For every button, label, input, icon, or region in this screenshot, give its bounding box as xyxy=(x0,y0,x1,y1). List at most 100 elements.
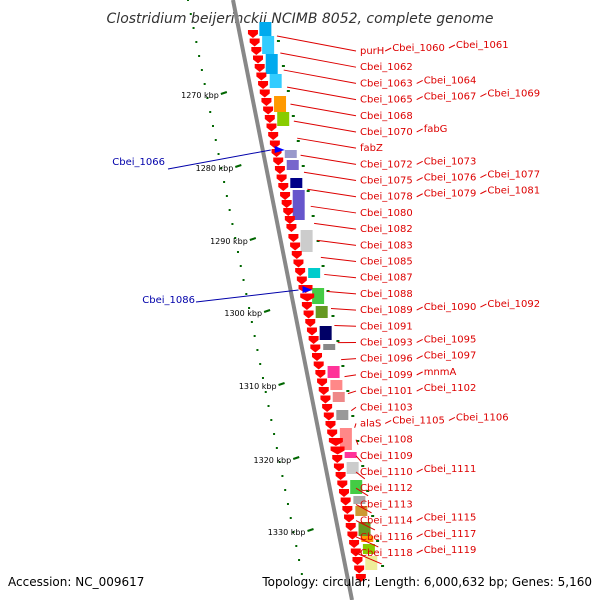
feature-block[interactable] xyxy=(355,506,368,516)
gene-arrow[interactable] xyxy=(344,514,355,523)
feature-block[interactable] xyxy=(312,288,325,304)
feature-block[interactable] xyxy=(277,112,290,126)
feature-block[interactable] xyxy=(262,36,275,54)
gene-label[interactable]: Cbei_1106 xyxy=(456,412,509,423)
gene-arrow[interactable] xyxy=(330,446,345,455)
gene-label[interactable]: Cbei_1101 xyxy=(360,386,413,397)
gene-arrow[interactable] xyxy=(280,192,291,200)
gene-label[interactable]: Cbei_1078 xyxy=(360,192,413,203)
gene-arrow[interactable] xyxy=(301,302,312,310)
gene-arrow[interactable] xyxy=(338,489,349,497)
gene-label[interactable]: Cbei_1095 xyxy=(424,334,477,345)
feature-block[interactable] xyxy=(292,190,305,220)
feature-block[interactable] xyxy=(336,410,349,420)
feature-block[interactable] xyxy=(265,54,278,74)
gene-arrow[interactable] xyxy=(337,480,348,489)
gene-arrow[interactable] xyxy=(332,455,343,463)
gene-arrow[interactable] xyxy=(251,47,262,55)
gene-arrow[interactable] xyxy=(281,200,292,208)
feature-block[interactable] xyxy=(361,536,374,542)
gene-arrow[interactable] xyxy=(256,72,267,81)
gene-arrow[interactable] xyxy=(349,540,360,548)
gene-label[interactable]: Cbei_1076 xyxy=(424,173,477,184)
gene-label[interactable]: Cbei_1112 xyxy=(360,483,413,494)
gene-arrow[interactable] xyxy=(323,412,334,421)
gene-arrow[interactable] xyxy=(345,523,356,531)
gene-arrow[interactable] xyxy=(253,55,264,64)
gene-arrow[interactable] xyxy=(305,319,316,327)
gene-label[interactable]: Cbei_1093 xyxy=(360,337,413,348)
gene-arrow[interactable] xyxy=(333,463,344,472)
gene-label[interactable]: Cbei_1090 xyxy=(424,302,477,313)
gene-label[interactable]: Cbei_1091 xyxy=(360,321,413,332)
gene-arrow[interactable] xyxy=(291,251,302,259)
gene-label[interactable]: Cbei_1118 xyxy=(360,548,413,559)
feature-block[interactable] xyxy=(284,150,297,158)
gene-label[interactable]: Cbei_1115 xyxy=(424,513,477,524)
gene-label[interactable]: Cbei_1065 xyxy=(360,95,413,106)
gene-label[interactable]: Cbei_1092 xyxy=(487,299,540,310)
gene-arrow[interactable] xyxy=(261,98,272,106)
feature-block[interactable] xyxy=(274,96,287,112)
gene-arrow[interactable] xyxy=(247,30,258,38)
gene-arrow[interactable] xyxy=(303,310,314,319)
gene-arrow[interactable] xyxy=(283,208,294,216)
feature-block[interactable] xyxy=(330,380,343,390)
gene-label[interactable]: Cbei_1081 xyxy=(487,186,540,197)
gene-arrow[interactable] xyxy=(263,106,274,115)
feature-block[interactable] xyxy=(358,522,371,536)
gene-label[interactable]: Cbei_1114 xyxy=(360,516,413,527)
gene-arrow[interactable] xyxy=(273,157,284,166)
feature-block[interactable] xyxy=(315,306,328,318)
feature-block[interactable] xyxy=(327,366,340,378)
feature-block[interactable] xyxy=(300,230,313,252)
feature-block[interactable] xyxy=(353,496,366,504)
gene-label[interactable]: Cbei_1079 xyxy=(424,189,477,200)
gene-arrow[interactable] xyxy=(266,123,277,132)
gene-arrow[interactable] xyxy=(354,565,365,574)
gene-label[interactable]: Cbei_1110 xyxy=(360,467,413,478)
feature-block[interactable] xyxy=(323,344,336,350)
gene-arrow[interactable] xyxy=(315,370,326,378)
gene-label[interactable]: Cbei_1099 xyxy=(360,370,413,381)
gene-label[interactable]: Cbei_1069 xyxy=(487,89,540,100)
gene-arrow[interactable] xyxy=(340,497,351,506)
gene-label[interactable]: Cbei_1096 xyxy=(360,354,413,365)
gene-label[interactable]: Cbei_1087 xyxy=(360,273,413,284)
gene-label[interactable]: Cbei_1062 xyxy=(360,62,413,73)
gene-label[interactable]: Cbei_1119 xyxy=(424,545,477,556)
gene-label[interactable]: Cbei_1073 xyxy=(424,156,477,167)
gene-arrow[interactable] xyxy=(278,183,289,191)
gene-label[interactable]: Cbei_1108 xyxy=(360,435,413,446)
gene-arrow[interactable] xyxy=(269,140,280,149)
gene-arrow[interactable] xyxy=(258,81,269,89)
gene-label[interactable]: Cbei_1097 xyxy=(424,351,477,362)
gene-arrow[interactable] xyxy=(355,574,366,582)
gene-label[interactable]: Cbei_1088 xyxy=(360,289,413,300)
feature-block[interactable] xyxy=(344,452,357,458)
gene-arrow[interactable] xyxy=(317,378,328,387)
gene-arrow[interactable] xyxy=(276,174,287,183)
feature-block[interactable] xyxy=(290,178,303,188)
feature-block[interactable] xyxy=(365,556,378,570)
gene-label[interactable]: Cbei_1089 xyxy=(360,305,413,316)
gene-label[interactable]: fabG xyxy=(424,124,448,135)
gene-arrow[interactable] xyxy=(274,166,285,174)
gene-label[interactable]: Cbei_1082 xyxy=(360,224,413,235)
gene-arrow[interactable] xyxy=(318,387,329,395)
gene-label[interactable]: Cbei_1085 xyxy=(360,257,413,268)
gene-label[interactable]: mnmA xyxy=(424,367,457,378)
gene-arrow[interactable] xyxy=(308,336,319,344)
gene-label[interactable]: Cbei_1075 xyxy=(360,176,413,187)
gene-arrow[interactable] xyxy=(295,268,306,276)
gene-arrow[interactable] xyxy=(325,421,336,429)
gene-label[interactable]: Cbei_1060 xyxy=(392,43,445,54)
gene-label[interactable]: Cbei_1105 xyxy=(392,415,445,426)
gene-label[interactable]: purH xyxy=(360,46,384,57)
gene-arrow[interactable] xyxy=(347,531,358,540)
reverse-gene-marker[interactable] xyxy=(274,146,285,153)
gene-label[interactable]: Cbei_1111 xyxy=(424,464,477,475)
gene-arrow[interactable] xyxy=(264,115,275,123)
gene-arrow[interactable] xyxy=(293,259,304,268)
gene-label[interactable]: Cbei_1061 xyxy=(456,40,509,51)
